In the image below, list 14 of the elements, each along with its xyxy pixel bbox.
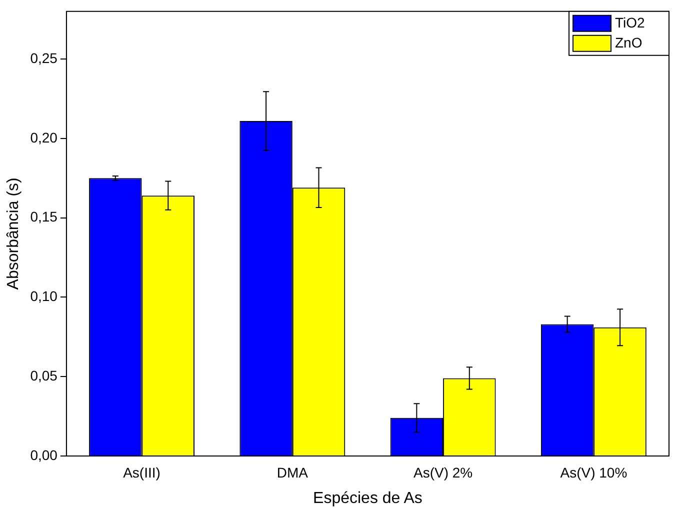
- y-axis-title: Absorbância (s): [5, 178, 22, 290]
- x-tick-label: As(V) 2%: [413, 464, 473, 480]
- legend-label: ZnO: [615, 34, 642, 50]
- x-tick-label: As(V) 10%: [560, 464, 628, 480]
- y-tick-label: 0,15: [30, 208, 58, 225]
- y-tick-label: 0,00: [30, 446, 58, 463]
- y-tick-label: 0,25: [30, 50, 58, 66]
- legend-label: TiO2: [615, 14, 646, 30]
- y-tick-label: 0,10: [30, 288, 58, 304]
- y-tick-label: 0,20: [30, 129, 58, 146]
- x-axis-title: Espécies de As: [313, 490, 422, 507]
- x-tick-label: DMA: [276, 464, 309, 480]
- x-tick-label: As(III): [123, 464, 160, 480]
- y-tick-label: 0,05: [30, 367, 58, 384]
